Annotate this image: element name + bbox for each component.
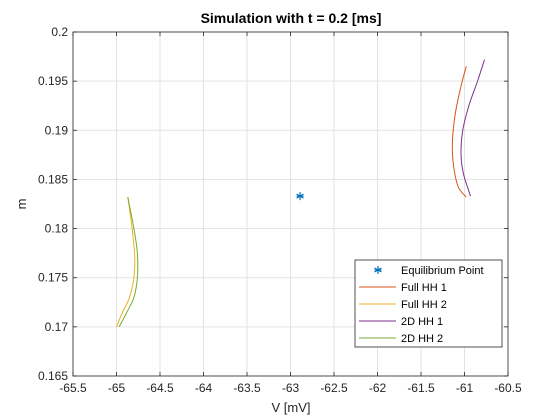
legend-label-full-hh-1: Full HH 1 <box>401 282 447 294</box>
axis-ticks: -65.5 -65 -64.5 -64 -63.5 -63 -62.5 -62 -61.5 -61… <box>38 25 522 395</box>
series-line-full-hh-1 <box>451 66 467 198</box>
legend: Equilibrium Point Full HH 1 Full HH 2 2D HH… <box>354 259 503 348</box>
x-tick-label: -61.5 <box>407 381 435 395</box>
marker-equilibrium-point <box>296 192 304 201</box>
y-tick-label: 0.195 <box>38 74 68 88</box>
legend-label-2d-hh-1: 2D HH 1 <box>401 316 443 328</box>
y-tick-label: 0.17 <box>45 320 69 334</box>
x-tick-label: -64.5 <box>146 381 174 395</box>
y-tick-label: 0.175 <box>38 271 68 285</box>
x-tick-label: -64 <box>195 381 213 395</box>
series-line-full-hh-2 <box>116 197 136 328</box>
x-tick-label: -65.5 <box>59 381 87 395</box>
y-tick-label: 0.185 <box>38 172 68 186</box>
x-tick-label: -60.5 <box>494 381 522 395</box>
y-tick-label: 0.165 <box>38 369 68 383</box>
x-axis-label: V [mV] <box>271 400 310 415</box>
y-tick-label: 0.19 <box>45 123 69 137</box>
x-tick-label: -62.5 <box>320 381 348 395</box>
chart-title: Simulation with t = 0.2 [ms] <box>201 10 382 26</box>
y-axis-label: m <box>14 199 29 210</box>
y-tick-label: 0.18 <box>45 222 69 236</box>
legend-label-equilibrium-point: Equilibrium Point <box>401 265 484 277</box>
x-tick-label: -61 <box>456 381 474 395</box>
x-tick-label: -62 <box>369 381 387 395</box>
x-tick-label: -63 <box>282 381 300 395</box>
legend-label-full-hh-2: Full HH 2 <box>401 299 447 311</box>
x-tick-label: -63.5 <box>233 381 261 395</box>
x-tick-label: -65 <box>108 381 126 395</box>
legend-label-2d-hh-2: 2D HH 2 <box>401 333 443 345</box>
y-tick-label: 0.2 <box>51 25 68 39</box>
series-line-2d-hh-2 <box>118 197 139 328</box>
series-line-2d-hh-1 <box>460 59 485 197</box>
legend-marker-equilibrium-point <box>374 266 382 274</box>
series-layer <box>116 59 485 328</box>
